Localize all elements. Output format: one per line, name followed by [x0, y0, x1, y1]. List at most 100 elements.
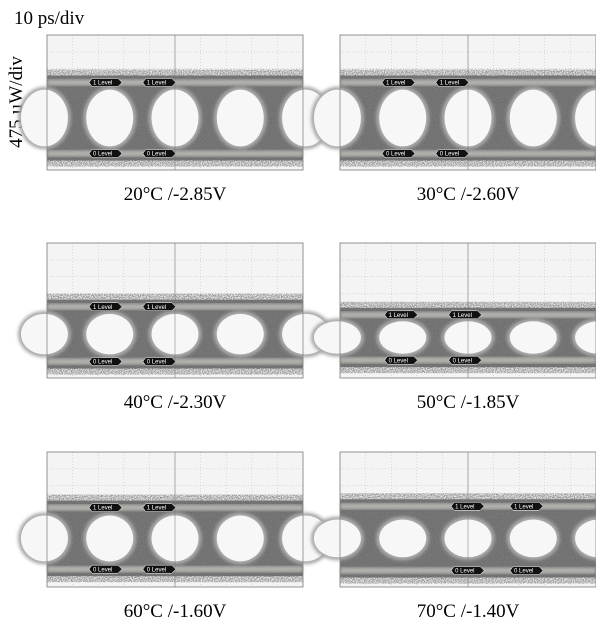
level-marker: 0 Level [448, 355, 482, 365]
level-marker: 0 Level [509, 566, 544, 575]
marker-shape [435, 78, 470, 87]
level-label: 1 Level [440, 81, 459, 87]
marker-shape [88, 149, 123, 158]
level-marker: 1 Level [435, 78, 470, 87]
level-label: 1 Level [453, 313, 472, 319]
marker-shape [142, 564, 177, 574]
marker-shape [381, 78, 416, 87]
time-scale: 10 ps/div [14, 8, 85, 29]
eye-opening [216, 515, 264, 562]
eye-panel: 1 Level 1 Level 0 Level 0 Level 30°C /-2.60V [310, 34, 596, 205]
level-label: 1 Level [147, 506, 166, 512]
marker-shape [142, 357, 177, 366]
level-label: 1 Level [93, 81, 112, 87]
level-marker: 0 Level [88, 149, 123, 158]
eye-panel: 1 Level 1 Level 0 Level 0 Level 50°C /-1.85V [310, 242, 596, 413]
level-label: 1 Level [386, 81, 405, 87]
eye-opening [379, 89, 427, 147]
level-label: 1 Level [147, 305, 166, 311]
level-marker: 0 Level [435, 149, 470, 158]
level-marker: 0 Level [88, 357, 123, 366]
eye-opening [216, 313, 264, 355]
level-label: 0 Level [147, 360, 166, 366]
marker-shape [142, 149, 177, 158]
eye-opening [379, 519, 427, 558]
eye-opening [86, 313, 134, 355]
level-label: 0 Level [147, 152, 166, 158]
marker-shape [384, 355, 418, 365]
level-marker: 0 Level [88, 564, 123, 574]
marker-shape [435, 149, 470, 158]
eye-opening [575, 321, 596, 354]
level-marker: 0 Level [381, 149, 416, 158]
marker-shape [88, 564, 123, 574]
level-marker: 0 Level [142, 149, 177, 158]
eye-panel: 1 Level 1 Level 0 Level 0 Level 60°C /-1.60V [17, 451, 333, 622]
level-label: 0 Level [514, 569, 533, 575]
marker-shape [88, 357, 123, 366]
marker-shape [381, 149, 416, 158]
eye-opening [313, 519, 361, 558]
level-marker: 1 Level [88, 78, 123, 87]
eye-opening [86, 89, 134, 147]
level-marker: 1 Level [381, 78, 416, 87]
marker-shape [142, 302, 177, 311]
level-marker: 1 Level [142, 503, 177, 512]
level-label: 0 Level [440, 152, 459, 158]
marker-shape [88, 78, 123, 87]
level-label: 0 Level [389, 358, 408, 364]
level-label: 0 Level [147, 567, 166, 573]
level-label: 0 Level [455, 569, 474, 575]
eye-opening [379, 321, 427, 354]
eye-opening [509, 89, 557, 147]
level-label: 0 Level [93, 360, 112, 366]
level-marker: 0 Level [384, 355, 418, 365]
marker-shape [88, 302, 123, 311]
level-label: 1 Level [93, 506, 112, 512]
eye-panel: 1 Level 1 Level 0 Level 0 Level 70°C /-1.40V [310, 451, 596, 622]
eye-opening [575, 519, 596, 558]
level-marker: 0 Level [142, 564, 177, 574]
level-label: 0 Level [386, 152, 405, 158]
level-marker: 1 Level [142, 78, 177, 87]
level-marker: 1 Level [384, 310, 418, 320]
marker-shape [509, 566, 544, 575]
marker-shape [448, 310, 482, 320]
panel-caption: 20°C /-2.85V [124, 184, 227, 205]
level-marker: 1 Level [509, 502, 544, 511]
eye-opening [575, 89, 596, 147]
panel-caption: 50°C /-1.85V [417, 392, 520, 413]
level-marker: 1 Level [448, 310, 482, 320]
panel-caption: 40°C /-2.30V [124, 392, 227, 413]
eye-opening [20, 89, 68, 147]
eye-opening [509, 321, 557, 354]
marker-shape [88, 503, 123, 512]
level-label: 1 Level [455, 504, 474, 510]
eye-opening [313, 89, 361, 147]
level-marker: 0 Level [450, 566, 485, 575]
level-marker: 1 Level [88, 302, 123, 311]
panel-caption: 60°C /-1.60V [124, 601, 227, 622]
level-marker: 0 Level [142, 357, 177, 366]
level-label: 1 Level [93, 305, 112, 311]
level-label: 1 Level [147, 81, 166, 87]
level-label: 0 Level [453, 358, 472, 364]
level-label: 1 Level [389, 313, 408, 319]
eye-opening [313, 321, 361, 354]
level-marker: 1 Level [142, 302, 177, 311]
level-marker: 1 Level [88, 503, 123, 512]
eye-opening [509, 519, 557, 558]
eye-panel: 1 Level 1 Level 0 Level 0 Level 20°C /-2.85V [17, 34, 333, 205]
marker-shape [142, 78, 177, 87]
marker-shape [450, 566, 485, 575]
marker-shape [448, 355, 482, 365]
eye-opening [86, 515, 134, 562]
eye-opening [20, 313, 68, 355]
marker-shape [509, 502, 544, 511]
level-label: 1 Level [514, 504, 533, 510]
panel-caption: 70°C /-1.40V [417, 601, 520, 622]
level-label: 0 Level [93, 567, 112, 573]
panel-caption: 30°C /-2.60V [417, 184, 520, 205]
marker-shape [142, 503, 177, 512]
